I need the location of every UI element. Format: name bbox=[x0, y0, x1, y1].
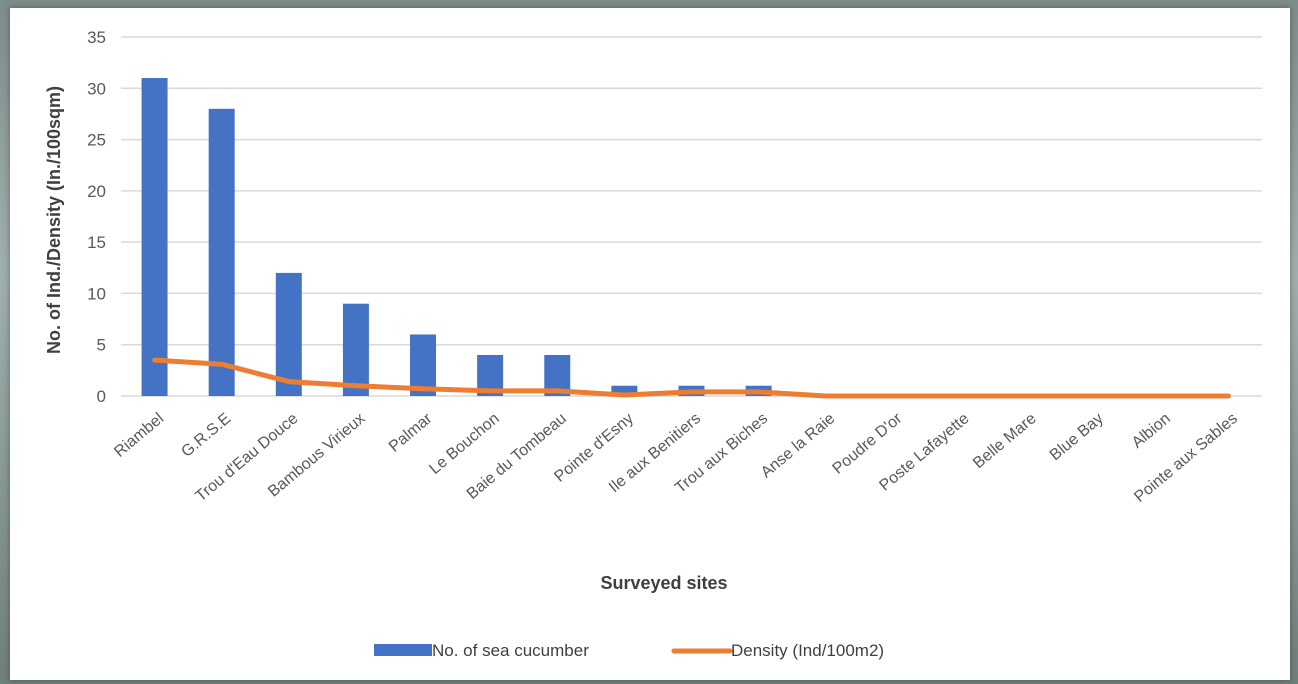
bar bbox=[141, 78, 168, 397]
y-tick-label: 15 bbox=[87, 233, 106, 252]
y-tick-label: 0 bbox=[97, 387, 106, 406]
y-axis-ticks: 0 5 10 15 20 25 30 35 bbox=[87, 28, 106, 406]
gridlines bbox=[121, 36, 1262, 397]
legend-swatch-bar bbox=[374, 644, 432, 656]
chart-frame: 0 5 10 15 20 25 30 35 Riambel G.R.S.E Trou d'Eau … bbox=[10, 8, 1290, 680]
y-tick-label: 20 bbox=[87, 182, 106, 201]
x-axis-title: Surveyed sites bbox=[600, 573, 727, 593]
y-tick-label: 25 bbox=[87, 131, 106, 150]
line-series bbox=[152, 357, 1231, 399]
y-tick-label: 35 bbox=[87, 28, 106, 47]
legend: No. of sea cucumber Density (Ind/100m2) bbox=[374, 641, 884, 660]
y-tick-label: 10 bbox=[87, 284, 106, 303]
y-tick-label: 5 bbox=[97, 336, 106, 355]
x-tick-label: G.R.S.E bbox=[178, 410, 234, 461]
legend-label-bar: No. of sea cucumber bbox=[432, 641, 589, 660]
x-tick-label: Palmar bbox=[386, 410, 436, 456]
bar bbox=[410, 334, 437, 396]
y-tick-label: 30 bbox=[87, 79, 106, 98]
y-axis-title: No. of Ind./Density (In./100sqm) bbox=[44, 86, 64, 354]
density-line bbox=[152, 357, 1231, 399]
x-tick-label: Albion bbox=[1129, 410, 1174, 452]
bar bbox=[611, 385, 638, 396]
x-tick-label: Anse la Raie bbox=[758, 410, 838, 481]
x-tick-label: Belle Mare bbox=[970, 410, 1040, 472]
bar-series bbox=[141, 78, 772, 397]
legend-label-line: Density (Ind/100m2) bbox=[731, 641, 884, 660]
bar bbox=[342, 303, 369, 396]
bar bbox=[275, 272, 302, 396]
bar bbox=[208, 108, 235, 397]
x-tick-label: Riambel bbox=[111, 410, 167, 461]
x-tick-label: Blue Bay bbox=[1047, 410, 1107, 464]
